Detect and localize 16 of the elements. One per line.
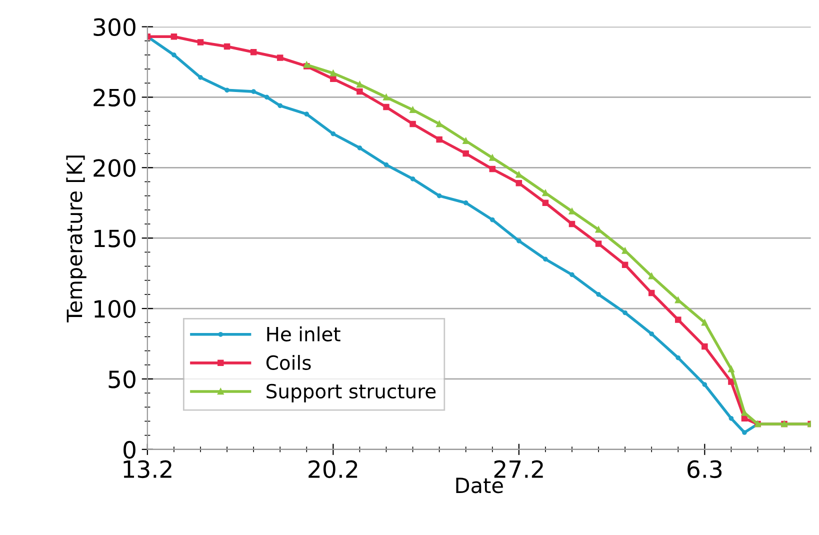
x-tick-label: 27.2 bbox=[494, 460, 543, 478]
y-tick-label: 300 bbox=[94, 18, 136, 36]
x-tick-label: 13.2 bbox=[124, 460, 172, 478]
y-tick-label: 50 bbox=[108, 370, 136, 388]
y-axis-title: Temperature [K] bbox=[66, 156, 86, 322]
y-tick-label: 0 bbox=[124, 440, 136, 459]
y-tick-label: 200 bbox=[94, 159, 136, 177]
y-tick-label: 150 bbox=[94, 230, 136, 248]
x-tick-label: 6.3 bbox=[688, 460, 722, 478]
legend-label: Coils bbox=[266, 354, 311, 370]
x-axis-title: Date bbox=[456, 478, 503, 494]
x-tick-label: 20.2 bbox=[308, 460, 358, 478]
legend-label: Support structure bbox=[266, 384, 436, 402]
y-tick-label: 250 bbox=[94, 88, 136, 106]
legend-label: He inlet bbox=[267, 326, 340, 342]
y-tick-label: 100 bbox=[94, 300, 136, 318]
